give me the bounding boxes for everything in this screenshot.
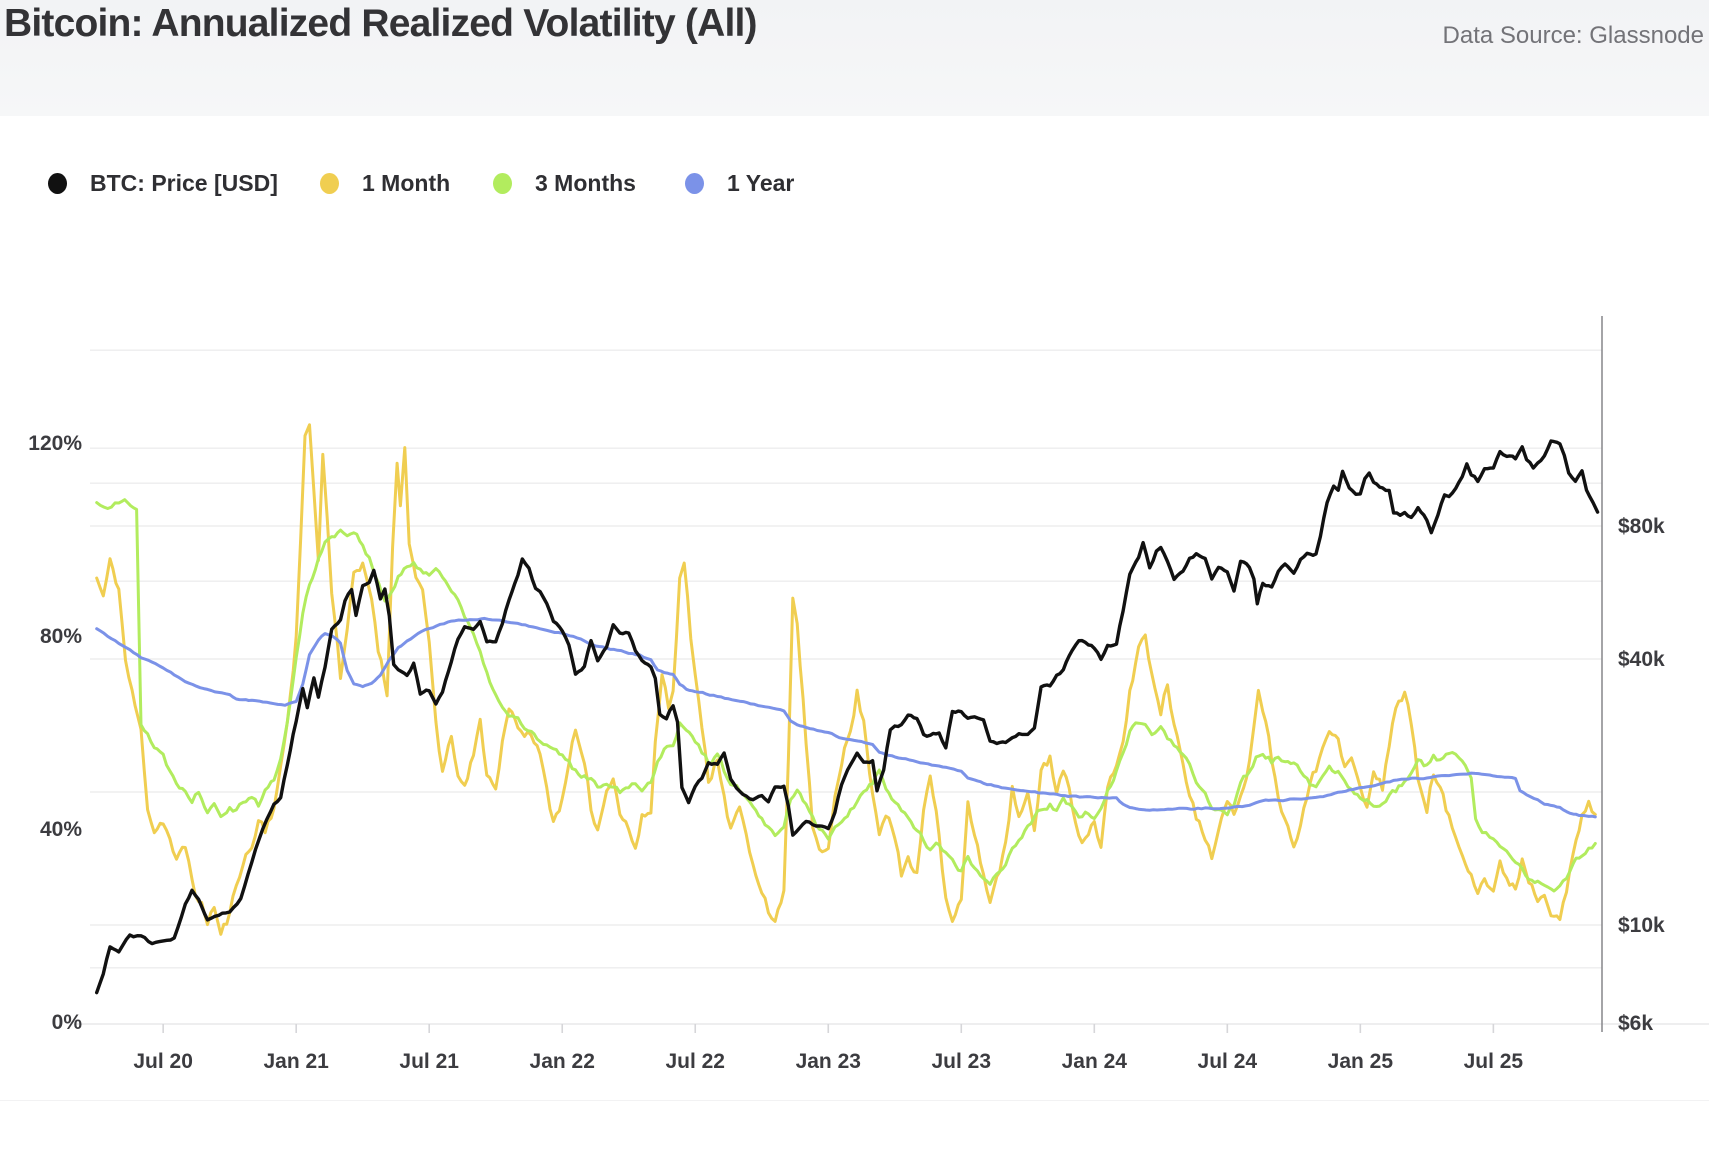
x-axis-tick-label: Jan 21 — [263, 1050, 329, 1073]
legend-label: BTC: Price [USD] — [90, 170, 278, 196]
x-axis-tick-label: Jul 20 — [133, 1050, 193, 1073]
axis-labels: Jul 20 Jan 21 Jul 21 Jan 22 Jul 22 Jan 23 Jul … — [28, 432, 1665, 1073]
legend-label: 1 Year — [727, 170, 795, 196]
x-axis-tick-label: Jul 24 — [1198, 1050, 1258, 1073]
legend-item-3-months[interactable]: 3 Months — [493, 116, 636, 251]
y-right-tick-label: $6k — [1618, 1012, 1653, 1035]
x-axis-tick-label: Jan 23 — [796, 1050, 861, 1073]
y-right-tick-label: $80k — [1618, 515, 1665, 538]
legend-dot-black-icon — [48, 173, 67, 194]
y-left-tick-label: 80% — [40, 625, 82, 648]
x-axis-tick-label: Jul 23 — [932, 1050, 992, 1073]
x-axis-tick-label: Jan 22 — [530, 1050, 595, 1073]
legend-dot-blue-icon — [685, 173, 704, 194]
legend: BTC: Price [USD] 1 Month 3 Months 1 Year — [0, 116, 1709, 252]
y-right-tick-label: $10k — [1618, 914, 1665, 937]
page-title: Bitcoin: Annualized Realized Volatility … — [4, 2, 758, 45]
x-axis-tick-label: Jan 25 — [1328, 1050, 1394, 1073]
chart-header: Bitcoin: Annualized Realized Volatility … — [0, 0, 1709, 117]
series-line-3-months — [95, 498, 1597, 893]
data-source-label: Data Source: Glassnode — [1442, 22, 1704, 49]
x-axis-tick-label: Jan 24 — [1062, 1050, 1128, 1073]
volatility-price-chart[interactable]: Jul 20 Jan 21 Jul 21 Jan 22 Jul 22 Jan 23 Jul … — [0, 251, 1709, 1155]
chart-plot-area[interactable]: Jul 20 Jan 21 Jul 21 Jan 22 Jul 22 Jan 23 Jul … — [0, 251, 1709, 1155]
series-line-btc-price-usd- — [95, 439, 1600, 995]
y-left-tick-label: 0% — [52, 1011, 83, 1034]
legend-item-btc-price[interactable]: BTC: Price [USD] — [48, 116, 278, 251]
bottom-divider — [0, 1100, 1709, 1101]
gridlines — [90, 349, 1602, 969]
y-right-tick-label: $40k — [1618, 648, 1665, 671]
y-left-tick-label: 120% — [28, 432, 82, 455]
legend-item-1-month[interactable]: 1 Month — [320, 116, 450, 251]
series-line-1-month — [95, 423, 1597, 936]
series-line-1-year — [95, 616, 1597, 819]
axes — [76, 316, 1709, 1033]
legend-dot-green-icon — [493, 173, 512, 194]
x-axis-tick-label: Jul 25 — [1464, 1050, 1524, 1073]
legend-label: 3 Months — [535, 170, 636, 196]
series-lines — [95, 423, 1600, 995]
legend-dot-yellow-icon — [320, 173, 339, 194]
legend-label: 1 Month — [362, 170, 451, 196]
legend-item-1-year[interactable]: 1 Year — [685, 116, 794, 251]
x-axis-tick-label: Jul 21 — [399, 1050, 459, 1073]
y-left-tick-label: 40% — [40, 818, 82, 841]
x-axis-tick-label: Jul 22 — [665, 1050, 725, 1073]
